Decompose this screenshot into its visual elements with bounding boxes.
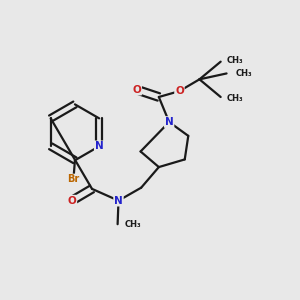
Text: CH₃: CH₃: [125, 220, 142, 229]
Text: CH₃: CH₃: [227, 94, 244, 103]
Text: O: O: [68, 196, 76, 206]
Text: CH₃: CH₃: [227, 56, 244, 65]
Text: N: N: [114, 196, 123, 206]
Text: CH₃: CH₃: [236, 69, 253, 78]
Text: O: O: [132, 85, 141, 94]
Text: O: O: [175, 86, 184, 96]
Text: N: N: [95, 141, 103, 151]
Text: Br: Br: [67, 174, 80, 184]
Text: N: N: [165, 117, 173, 127]
